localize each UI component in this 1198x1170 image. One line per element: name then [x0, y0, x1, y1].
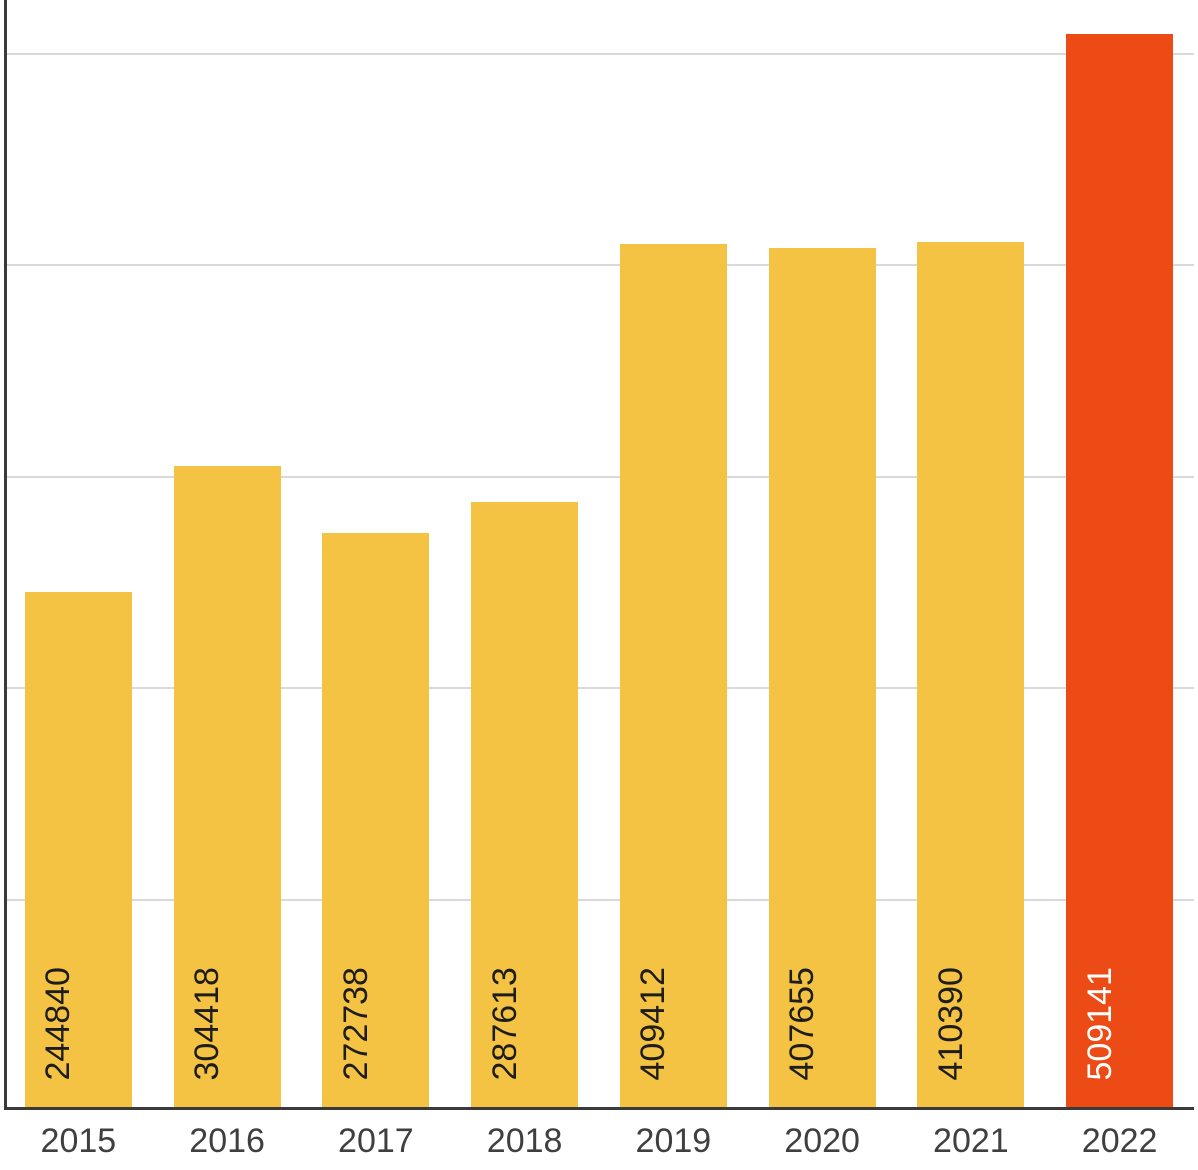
x-axis-labels: 20152016201720182019202020212022 [4, 1122, 1194, 1161]
bar-2015: 244840 [25, 592, 132, 1110]
x-axis-label: 2020 [748, 1122, 897, 1161]
bar-slot: 287613 [450, 0, 599, 1110]
bar-2022: 509141 [1066, 34, 1173, 1110]
plot-area: 244840 304418 272738 287613 409412 407655 4103… [4, 0, 1194, 1110]
x-axis-label: 2015 [4, 1122, 153, 1161]
bar-value-label: 409412 [634, 967, 673, 1080]
x-axis-label: 2022 [1045, 1122, 1194, 1161]
bar-value-label: 244840 [39, 967, 78, 1080]
bar-slot: 509141 [1045, 0, 1194, 1110]
x-axis-label: 2016 [153, 1122, 302, 1161]
x-axis-label: 2017 [302, 1122, 451, 1161]
bar-slot: 410390 [897, 0, 1046, 1110]
bar-chart: 244840 304418 272738 287613 409412 407655 4103… [0, 0, 1198, 1170]
bars-container: 244840 304418 272738 287613 409412 407655 4103… [4, 0, 1194, 1110]
bar-slot: 304418 [153, 0, 302, 1110]
bar-value-label: 287613 [486, 967, 525, 1080]
bar-value-label: 407655 [783, 967, 822, 1080]
bar-2020: 407655 [769, 248, 876, 1110]
bar-2019: 409412 [620, 244, 727, 1110]
bar-2016: 304418 [174, 466, 281, 1110]
bar-slot: 244840 [4, 0, 153, 1110]
bar-2017: 272738 [322, 533, 429, 1110]
x-axis-label: 2021 [897, 1122, 1046, 1161]
bar-2021: 410390 [917, 242, 1024, 1110]
bar-value-label: 272738 [337, 967, 376, 1080]
bar-slot: 272738 [302, 0, 451, 1110]
bar-value-label: 410390 [932, 967, 971, 1080]
bar-value-label: 304418 [188, 967, 227, 1080]
bar-slot: 409412 [599, 0, 748, 1110]
x-axis-line [4, 1107, 1194, 1110]
bar-slot: 407655 [748, 0, 897, 1110]
bar-2018: 287613 [471, 502, 578, 1110]
y-axis-line [4, 0, 7, 1110]
bar-value-label: 509141 [1081, 967, 1120, 1080]
x-axis-label: 2019 [599, 1122, 748, 1161]
x-axis-label: 2018 [450, 1122, 599, 1161]
